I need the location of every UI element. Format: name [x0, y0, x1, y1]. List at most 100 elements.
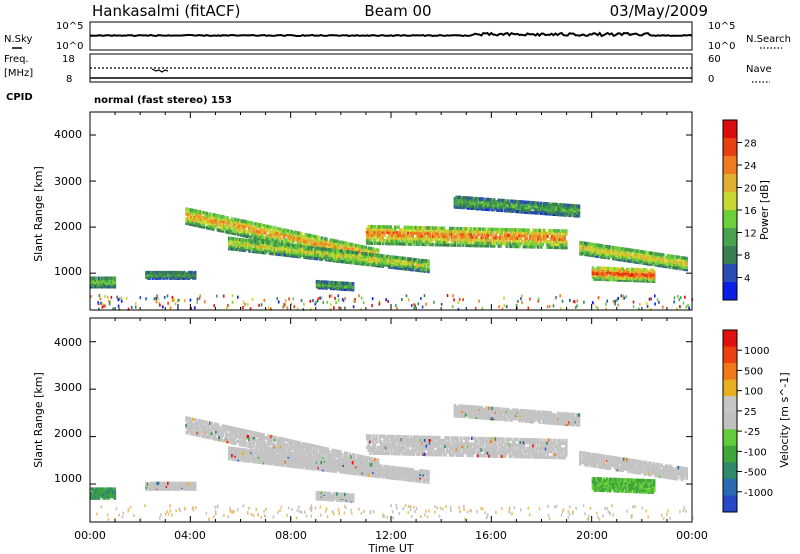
power-cell-b0 — [361, 249, 364, 254]
power-cell-b2 — [481, 227, 485, 231]
power-cell-b1 — [290, 245, 294, 249]
power-cell-b4 — [616, 250, 620, 254]
velocity-cell-b0 — [248, 437, 251, 441]
power-cell-b4 — [619, 252, 623, 256]
power-cell-b1 — [323, 256, 327, 260]
power-cell-b0 — [188, 212, 192, 217]
power-cell-b2 — [378, 233, 382, 237]
power-cell-b1 — [351, 252, 355, 256]
power-cell-b1 — [408, 262, 411, 266]
power-cell-b2 — [387, 239, 391, 243]
velocity-cell-b0 — [309, 446, 312, 450]
power-cell-b3 — [513, 204, 516, 209]
power-cell-b4 — [640, 255, 643, 259]
power-cell-b0 — [342, 241, 345, 245]
velocity-cell-b0 — [251, 435, 254, 440]
power-cell-b4 — [652, 251, 656, 256]
power-cell-b5 — [623, 278, 626, 282]
velocity-cell-b0 — [263, 448, 267, 452]
power-cell-b1 — [286, 246, 289, 251]
power-cell-b6 — [105, 276, 109, 280]
velocity-cell-b1 — [248, 455, 251, 460]
power-cell-b2 — [436, 232, 440, 236]
power-cell-b4 — [676, 255, 679, 259]
power-cell-b1 — [423, 259, 427, 263]
velocity-cell-b0 — [257, 444, 261, 448]
velocity-cell-b0 — [241, 438, 245, 442]
power-cell-b7 — [146, 272, 150, 277]
power-cell-b0 — [301, 237, 305, 241]
power-cell-b0 — [221, 217, 224, 221]
power-cell-b5 — [624, 271, 628, 275]
power-cell-b2 — [510, 228, 513, 232]
velocity-cell-b0 — [199, 424, 202, 428]
power-cell-b2 — [434, 231, 438, 236]
power-cell-b4 — [615, 251, 618, 256]
power-cell-b2 — [383, 239, 386, 243]
power-cell-b2 — [546, 240, 549, 244]
power-cell-b5 — [608, 276, 612, 280]
power-cell-b1 — [356, 251, 360, 255]
power-cell-b3 — [488, 201, 491, 205]
power-cell-b0 — [289, 232, 292, 236]
power-cell-b1 — [303, 245, 306, 249]
power-cell-b2 — [554, 245, 557, 250]
velocity-cell-b0 — [359, 457, 363, 461]
power-cell-b2 — [554, 231, 557, 236]
power-cell-b4 — [624, 247, 628, 252]
power-cell-b4 — [683, 256, 687, 260]
power-cell-b0 — [254, 236, 257, 240]
power-cell-b0 — [317, 242, 320, 247]
power-cell-b2 — [425, 231, 429, 236]
power-cell-b4 — [613, 255, 617, 259]
power-cell-b2 — [464, 238, 468, 242]
velocity-cell-b0 — [245, 441, 248, 446]
power-cell-b0 — [270, 225, 273, 229]
velocity-cell-b0 — [336, 452, 339, 456]
power-cell-b1 — [376, 257, 380, 261]
power-cell-b2 — [438, 240, 441, 244]
power-cell-b0 — [337, 242, 341, 246]
power-cell-b2 — [552, 240, 556, 244]
power-cell-b3 — [568, 207, 571, 211]
power-cell-b2 — [554, 229, 557, 233]
power-cell-b0 — [271, 230, 275, 234]
power-cell-b0 — [201, 222, 204, 226]
power-cell-b0 — [229, 221, 232, 225]
power-cell-b4 — [655, 252, 659, 256]
velocity-cell-b0 — [201, 429, 204, 433]
power-cell-b2 — [383, 228, 386, 232]
power-cell-b0 — [276, 231, 279, 236]
power-cell-b4 — [607, 252, 610, 256]
power-cell-b2 — [466, 235, 469, 239]
power-cell-b4 — [654, 255, 657, 260]
power-cell-b3 — [546, 208, 549, 213]
power-cell-b0 — [362, 245, 366, 249]
power-cell-b0 — [296, 231, 300, 235]
power-cell-b5 — [605, 274, 609, 278]
power-cell-b0 — [358, 244, 361, 248]
power-cell-b0 — [350, 247, 353, 251]
velocity-cell-b0 — [307, 443, 311, 447]
power-cell-b1 — [400, 256, 403, 260]
velocity-cell-b0 — [279, 449, 283, 453]
power-cell-b0 — [312, 239, 316, 243]
power-cell-b4 — [635, 260, 638, 264]
power-cell-b5 — [651, 268, 654, 272]
velocity-cell-b0 — [210, 426, 213, 431]
velocity-cell-b1 — [276, 461, 280, 465]
power-cell-b0 — [208, 214, 212, 219]
power-cell-b2 — [536, 237, 540, 241]
power-cell-b1 — [384, 263, 388, 267]
power-cell-b2 — [532, 231, 535, 235]
velocity-cell-b0 — [282, 445, 286, 449]
velocity-cell-b1 — [245, 459, 248, 463]
power-cell-b1 — [303, 252, 306, 256]
power-cell-b4 — [677, 255, 681, 259]
power-cell-b5 — [652, 270, 656, 274]
power-cell-b2 — [384, 225, 388, 229]
velocity-cell-b0 — [219, 438, 223, 442]
power-cell-b5 — [605, 276, 609, 280]
power-cell-b0 — [218, 228, 221, 233]
power-cell-b2 — [539, 242, 543, 246]
